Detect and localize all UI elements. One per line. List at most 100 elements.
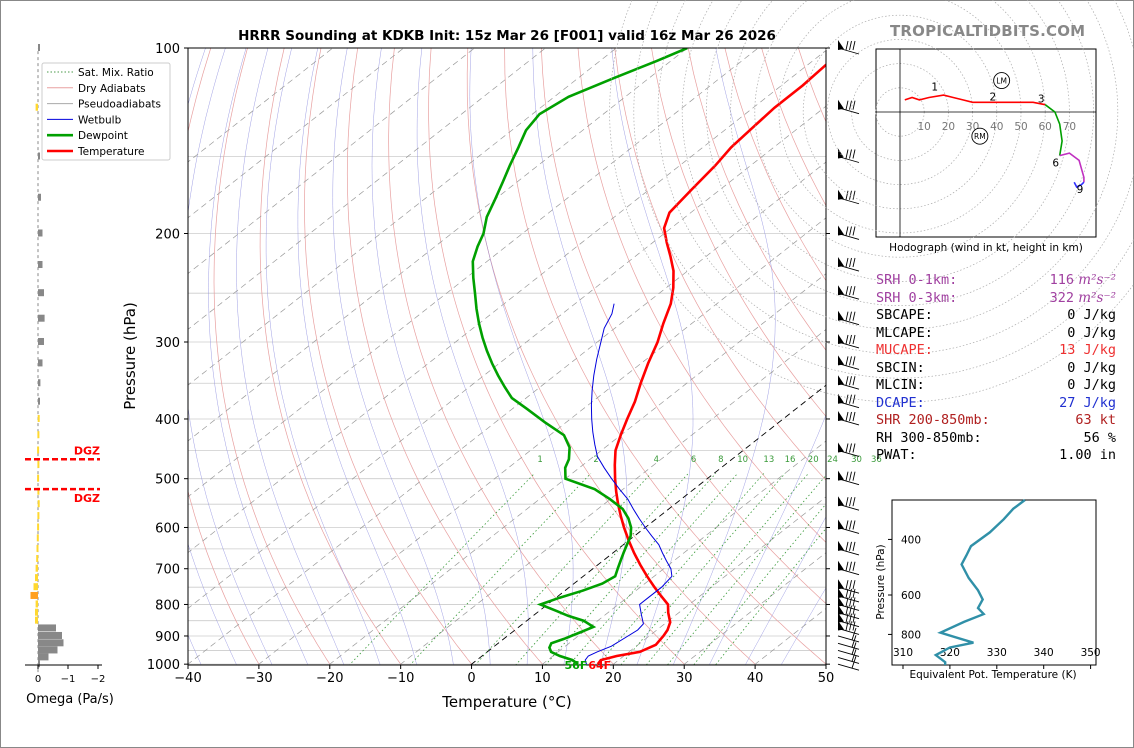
omega-bar — [37, 523, 40, 531]
stat-label: MUCAPE: — [876, 342, 933, 358]
wind-barb — [837, 393, 860, 409]
mixing-ratio-label: 4 — [654, 455, 659, 465]
hodograph-height-label: 6 — [1052, 158, 1059, 170]
hodograph-ring — [609, 0, 1134, 403]
pseudoadiabat-line — [188, 48, 273, 665]
wind-barb — [837, 257, 860, 272]
y-axis-label: Pressure (hPa) — [121, 302, 139, 410]
stat-row: RH 300-850mb: 56 % — [876, 430, 1116, 448]
wind-barb — [837, 40, 860, 55]
x-tick-label: −40 — [174, 671, 201, 686]
omega-tick-label: −2 — [91, 674, 106, 685]
dry-adiabat-line — [213, 48, 331, 665]
surface-dewpoint-label: 56F — [565, 659, 588, 672]
wind-barb — [837, 375, 860, 390]
storm-motion-marker — [993, 72, 1011, 89]
omega-bar — [37, 487, 40, 495]
mixing-ratio-label: 36 — [871, 455, 882, 465]
omega-bar — [37, 446, 40, 454]
omega-bar — [38, 314, 45, 322]
stat-row: SRH 0-3km: 322 m²s⁻² — [876, 290, 1116, 308]
omega-bar — [35, 574, 38, 582]
mixing-ratio-label: 10 — [737, 455, 748, 465]
omega-bar — [36, 534, 39, 542]
wind-barb — [837, 410, 860, 426]
omega-bar — [38, 261, 43, 269]
series-temperature-line — [596, 63, 826, 665]
x-tick-label: 10 — [534, 671, 551, 686]
x-tick-label: −20 — [316, 671, 343, 686]
wind-barb — [837, 496, 860, 511]
omega-bar — [38, 653, 49, 661]
omega-bar — [35, 600, 38, 608]
omega-bar — [38, 152, 40, 160]
pseudoadiabat-line — [297, 48, 417, 665]
wind-barb — [837, 540, 860, 556]
hodograph-caption: Hodograph (wind in kt, height in km) — [889, 242, 1083, 254]
dry-adiabat-line — [504, 48, 826, 665]
stat-value: 0 J/kg — [1067, 307, 1116, 323]
omega-bar — [37, 512, 40, 520]
series-wetbulb-line — [584, 303, 673, 665]
stat-row: SBCAPE: 0 J/kg — [876, 307, 1116, 325]
pseudoadiabat-line — [188, 48, 237, 665]
omega-tick-label: −1 — [61, 674, 76, 685]
hodograph-ring — [633, 0, 1134, 379]
omega-bar — [37, 460, 40, 468]
chart-title: HRRR Sounding at KDKB Init: 15z Mar 26 [… — [238, 28, 776, 44]
omega-bar — [38, 337, 44, 345]
pseudoadiabat-line — [332, 48, 454, 665]
storm-motion-marker — [971, 127, 989, 145]
hodograph-height-label: 1 — [931, 82, 938, 94]
wind-barb — [837, 225, 860, 240]
stat-label: SRH 0-1km: — [876, 272, 958, 288]
stat-row: PWAT: 1.00 in — [876, 447, 1116, 465]
wind-barb — [837, 596, 860, 611]
stat-value: 27 J/kg — [1059, 394, 1116, 411]
hodograph-height-label: 2 — [989, 91, 996, 103]
hodograph-ring-label: 60 — [1039, 121, 1052, 133]
dry-adiabat-line — [577, 48, 826, 543]
hodograph-segment — [1059, 152, 1085, 183]
omega-bar — [33, 583, 38, 591]
hodograph-segment — [1044, 104, 1063, 156]
theta-e-box — [891, 499, 1097, 666]
mixing-ratio-label: 1 — [537, 455, 542, 465]
mixing-ratio-label: 13 — [763, 455, 774, 465]
stat-row: MLCAPE: 0 J/kg — [876, 325, 1116, 343]
stats-panel: SRH 0-1km: 116 m²s⁻² SRH 0-3km: 322 m²s⁻² SB… — [876, 272, 1116, 465]
stat-row: DCAPE: 27 J/kg — [876, 395, 1116, 413]
hodograph-ring-label: 50 — [1014, 121, 1027, 133]
wind-barb — [837, 519, 860, 534]
mixing-ratio-line — [515, 473, 689, 665]
omega-bar — [37, 500, 40, 508]
pseudoadiabat-line — [416, 48, 529, 665]
y-tick-label: 300 — [155, 336, 180, 351]
hodograph-ring — [657, 0, 1134, 355]
stat-value: 63 kt — [1075, 412, 1116, 428]
omega-bar — [38, 359, 43, 367]
dry-adiabat-line — [188, 48, 260, 665]
omega-bar — [38, 631, 62, 639]
x-tick-label: 40 — [747, 671, 764, 686]
stat-label: RH 300-850mb: — [876, 429, 982, 446]
theta-e-y-label: 400 — [901, 534, 921, 546]
theta-e-x-label: 330 — [987, 647, 1007, 659]
omega-bar — [37, 414, 40, 422]
storm-motion-label: LM — [996, 77, 1007, 86]
omega-bar — [37, 474, 40, 482]
pseudoadiabat-line — [532, 48, 628, 665]
stat-value: 322 — [1049, 289, 1075, 306]
wind-barb — [837, 604, 860, 620]
omega-tick-label: 0 — [35, 674, 41, 685]
y-tick-label: 900 — [155, 630, 180, 645]
omega-bar — [38, 193, 41, 201]
stat-label: MLCAPE: — [876, 324, 933, 341]
mixing-ratio-line — [474, 473, 652, 665]
stat-unit: m²s⁻² — [1074, 289, 1116, 306]
wind-barb — [837, 99, 860, 115]
wind-barb — [837, 612, 860, 628]
pseudoadiabat-line — [744, 516, 826, 665]
theta-e-x-label: 310 — [893, 647, 913, 659]
wind-barb — [837, 189, 860, 205]
